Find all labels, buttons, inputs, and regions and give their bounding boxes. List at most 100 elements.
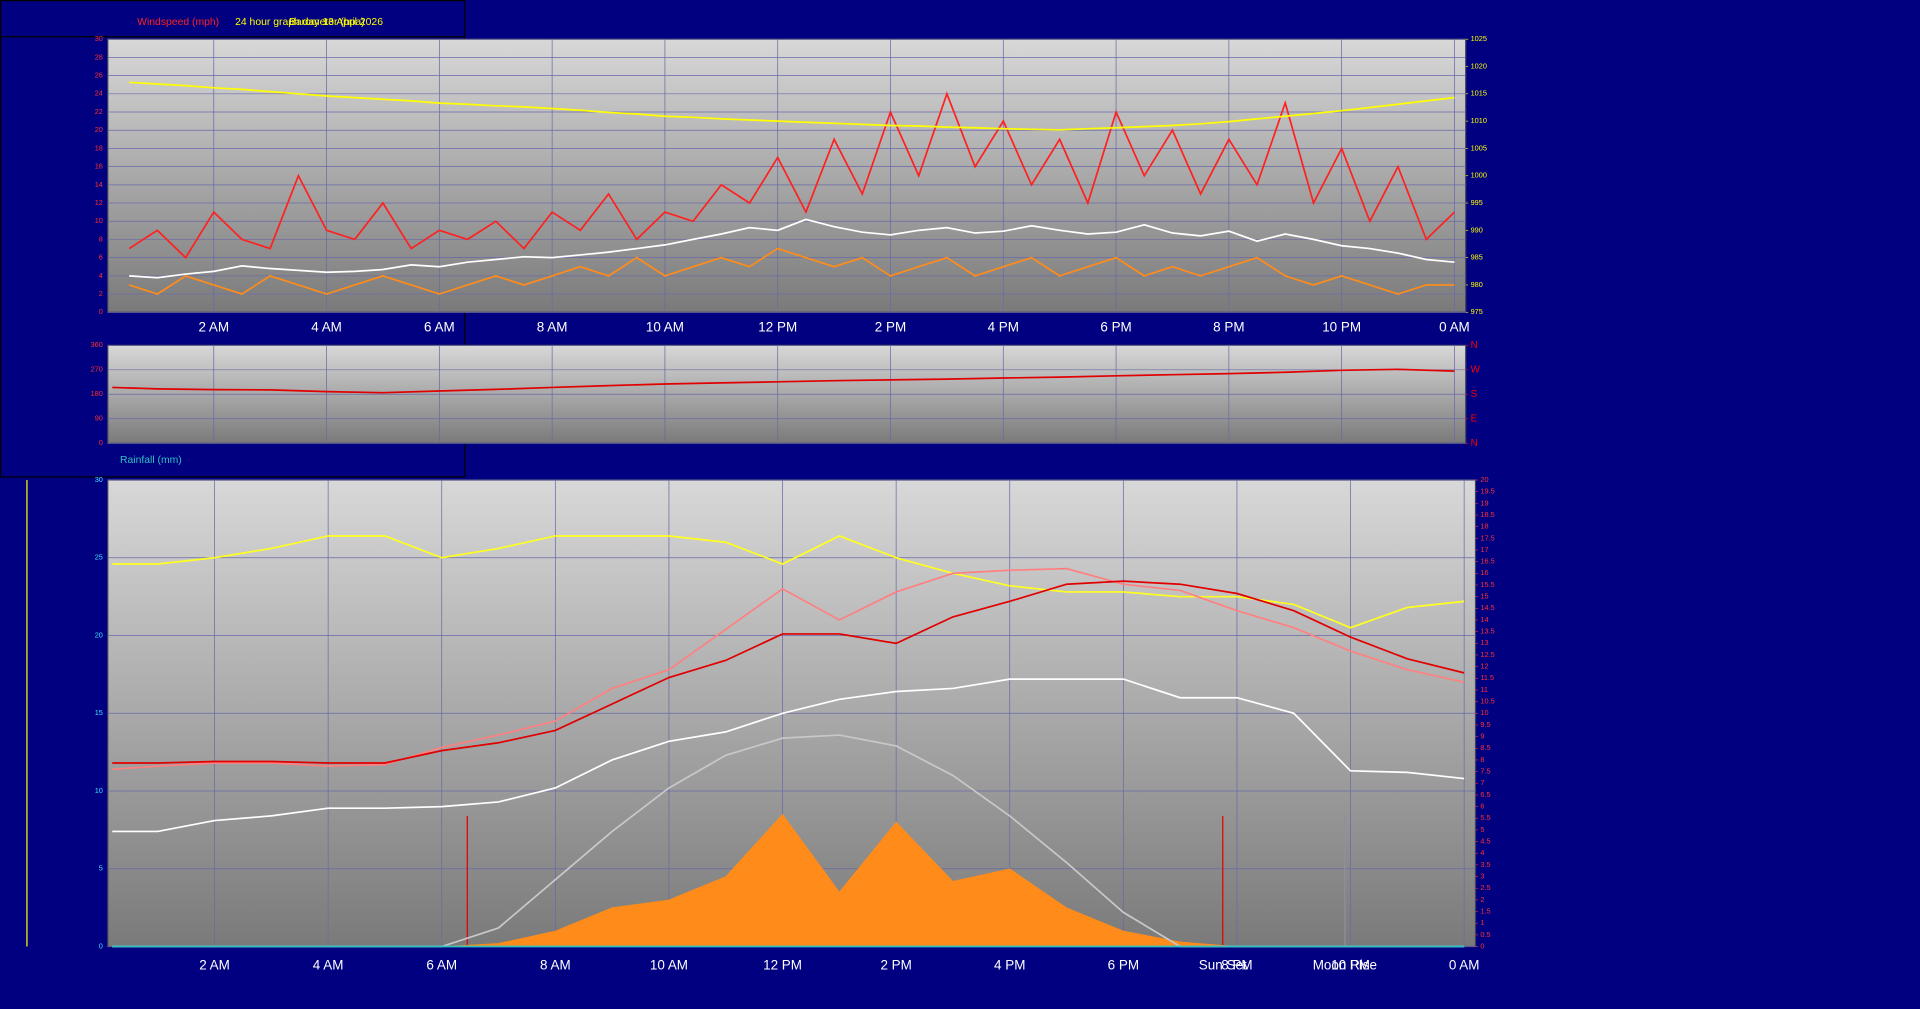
line: [112, 368, 1455, 394]
x-tick-label: 10 AM: [646, 320, 684, 335]
y2-tick-label: 1000: [1471, 171, 1487, 180]
y-tick-label: 10: [95, 216, 103, 225]
y-tick-label: 30: [95, 475, 103, 484]
y2-tick-label: 11.5: [1480, 673, 1494, 682]
y2-tick-label: 8: [1480, 755, 1484, 764]
legend-label: Barometer (hpa): [289, 17, 365, 28]
y-tick-label: 12: [95, 198, 103, 207]
y2-tick-label: 15.5: [1480, 580, 1494, 589]
y2-tick-label: 1.5: [1480, 906, 1490, 915]
y-tick-label: 6: [99, 253, 103, 262]
plots: 0246810121416182022242628309759809859909…: [91, 17, 1495, 973]
line: [112, 567, 1465, 771]
y2-tick-label: 16: [1480, 568, 1488, 577]
y-tick-label: 20: [95, 630, 103, 639]
event-label: Sun Set: [1199, 958, 1247, 973]
y2-tick-label: 12: [1480, 662, 1488, 671]
y2-tick-label: 19.5: [1480, 487, 1494, 496]
y2-tick-label: 17.5: [1480, 533, 1494, 542]
y2-tick-label: 1015: [1471, 89, 1487, 98]
y2-tick-label: 1025: [1471, 34, 1487, 43]
x-tick-label: 2 PM: [875, 320, 906, 335]
y2-tick-label: 2.5: [1480, 883, 1490, 892]
x-tick-label: 8 PM: [1221, 958, 1252, 973]
line: [129, 218, 1455, 279]
x-tick-label: 4 AM: [311, 320, 342, 335]
x-tick-label: 0 AM: [1439, 320, 1470, 335]
x-tick-label: 8 PM: [1213, 320, 1244, 335]
line: [128, 91, 1456, 259]
y2-tick-label: 7.5: [1480, 767, 1490, 776]
x-tick-label: 12 PM: [758, 320, 797, 335]
x-tick-label: 0 AM: [1449, 958, 1480, 973]
x-tick-label: 4 PM: [994, 958, 1025, 973]
y2-tick-label: 15: [1480, 592, 1488, 601]
x-tick-label: 4 PM: [988, 320, 1019, 335]
y-tick-label: 270: [91, 365, 103, 374]
y2-tick-label: 3: [1480, 871, 1484, 880]
y2-tick-label: 10: [1480, 708, 1488, 717]
y2-tick-label: 3.5: [1480, 860, 1490, 869]
y-tick-label: 8: [99, 234, 103, 243]
chart-title: 24 hour graph day 13 April 2026: [235, 17, 383, 28]
y2-tick-label: 18: [1480, 522, 1488, 531]
y-tick-label: 26: [95, 71, 103, 80]
y-tick-label: 18: [95, 143, 103, 152]
y-tick-label: 5: [99, 864, 103, 873]
y2-tick-label: 16.5: [1480, 557, 1494, 566]
y2-tick-label: 13.5: [1480, 627, 1494, 636]
x-tick-label: 6 AM: [424, 320, 455, 335]
y2-tick-label: 12.5: [1480, 650, 1494, 659]
y-tick-label: 16: [95, 162, 103, 171]
y2-tick-label: 5: [1480, 825, 1484, 834]
y2-tick-label: 13: [1480, 638, 1488, 647]
x-tick-label: 10 PM: [1322, 320, 1361, 335]
y2-tick-label: 6: [1480, 802, 1484, 811]
y-tick-label: 14: [95, 180, 103, 189]
x-tick-label: 8 AM: [540, 958, 571, 973]
x-tick-label: 10 PM: [1331, 958, 1370, 973]
y2-tick-label: 7: [1480, 778, 1484, 787]
y-tick-label: 0: [99, 438, 103, 447]
legend-label: Windspeed (mph): [137, 17, 219, 28]
y2-tick-label: 1005: [1471, 143, 1487, 152]
y-tick-label: 10: [95, 786, 103, 795]
x-tick-label: 8 AM: [537, 320, 568, 335]
y2-tick-label: 8.5: [1480, 743, 1490, 752]
y-tick-label: 30: [95, 34, 103, 43]
y-tick-label: 90: [95, 414, 103, 423]
x-tick-label: 2 AM: [198, 320, 229, 335]
x-tick-label: 12 PM: [763, 958, 802, 973]
y2-tick-label: S: [1471, 389, 1478, 400]
y2-tick-label: 11: [1480, 685, 1488, 694]
y2-tick-label: 0.5: [1480, 930, 1490, 939]
x-tick-label: 4 AM: [313, 958, 344, 973]
y-tick-label: 15: [95, 708, 103, 717]
y2-tick-label: 20: [1480, 475, 1488, 484]
x-tick-label: 6 AM: [426, 958, 457, 973]
y2-tick-label: 2: [1480, 895, 1484, 904]
x-tick-label: 2 AM: [199, 958, 230, 973]
y-tick-label: 180: [91, 389, 103, 398]
y2-tick-label: 0: [1480, 941, 1484, 950]
y2-tick-label: 5.5: [1480, 813, 1490, 822]
y2-tick-label: 4.5: [1480, 837, 1490, 846]
y-tick-label: 2: [99, 289, 103, 298]
y2-tick-label: 9.5: [1480, 720, 1490, 729]
y2-tick-label: N: [1471, 438, 1478, 449]
line: [128, 247, 1455, 295]
y2-tick-label: 980: [1471, 280, 1483, 289]
y2-tick-label: E: [1471, 413, 1478, 424]
y2-tick-label: 995: [1471, 198, 1483, 207]
y2-tick-label: N: [1471, 340, 1478, 351]
y2-tick-label: 9: [1480, 732, 1484, 741]
y2-tick-label: 985: [1471, 253, 1483, 262]
y2-tick-label: W: [1471, 364, 1481, 375]
y-tick-label: 0: [99, 941, 103, 950]
line: [112, 580, 1465, 764]
y-tick-label: 20: [95, 125, 103, 134]
y2-tick-label: 14.5: [1480, 603, 1494, 612]
y2-tick-label: 10.5: [1480, 697, 1494, 706]
y-tick-label: 28: [95, 52, 103, 61]
